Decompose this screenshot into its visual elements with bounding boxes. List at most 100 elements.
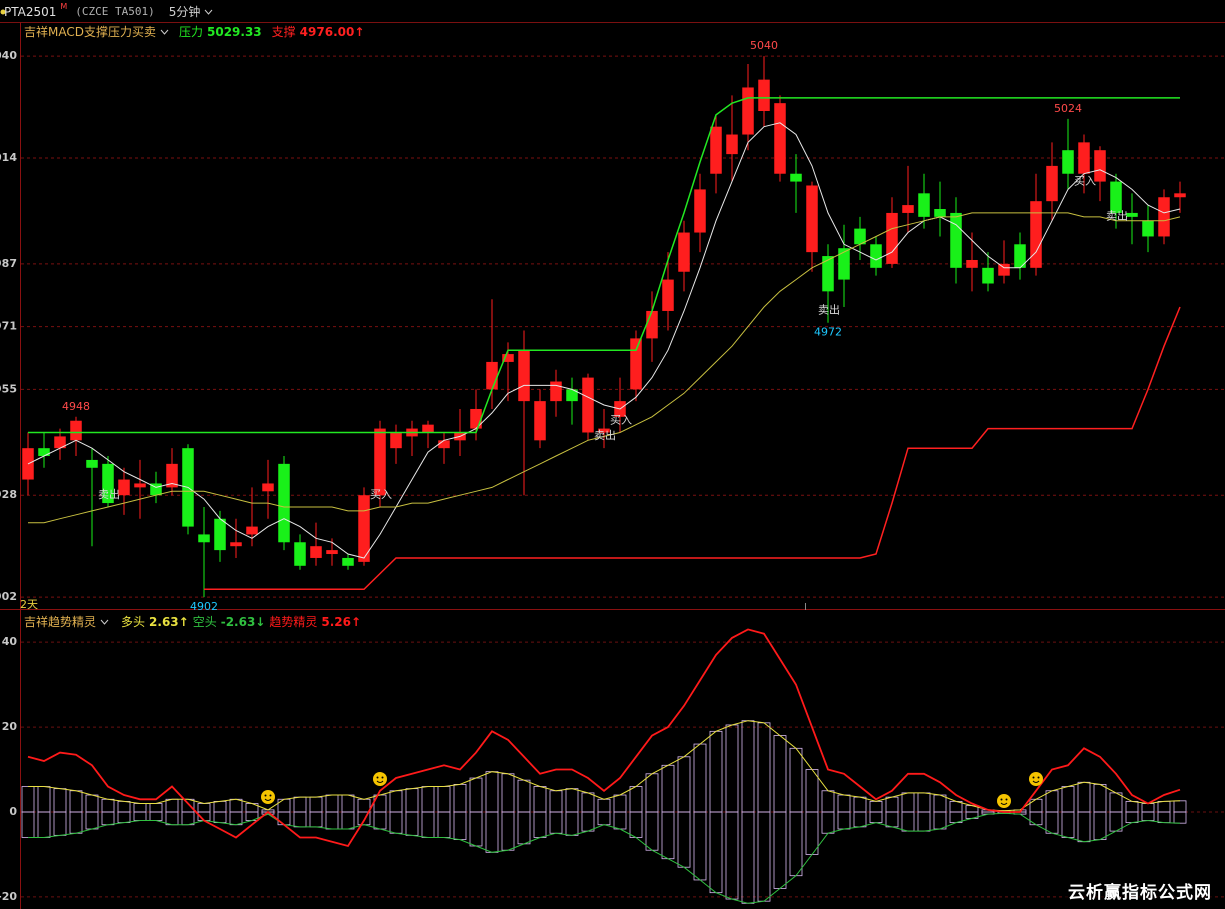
span-label: 2天 xyxy=(20,598,38,611)
candle-body xyxy=(294,542,306,566)
smiley xyxy=(1029,772,1043,786)
candle-body xyxy=(950,212,962,268)
dropdown-icon[interactable] xyxy=(100,619,109,625)
candle-body xyxy=(758,79,770,111)
signal-label: 卖出 xyxy=(818,303,840,317)
candle-body xyxy=(934,209,946,217)
candle-body xyxy=(742,87,754,135)
indicator-title[interactable]: 吉祥趋势精灵 xyxy=(24,615,97,629)
high-label: 5024 xyxy=(1054,102,1082,115)
y-tick-label: 0 xyxy=(9,805,17,818)
legend-value: 4976.00↑ xyxy=(299,24,365,39)
candle-body xyxy=(710,126,722,174)
candle-body xyxy=(1126,212,1138,217)
main-legend: 吉祥MACD支撑压力买卖 压力 5029.33 支撑 4976.00↑ xyxy=(24,23,364,40)
y-tick-label: 5014 xyxy=(0,151,17,164)
candle-body xyxy=(278,463,290,543)
main-contract-flag: M xyxy=(60,2,68,11)
candle-body xyxy=(102,463,114,504)
symbol[interactable]: PTA2501 xyxy=(4,4,57,19)
legend-name: 多头 xyxy=(121,615,146,629)
marks: 5040 5014 4987 4971 4955 4928 4902 4948 5040 5024… xyxy=(0,39,1225,904)
y-tick-label: 4971 xyxy=(0,320,17,333)
indicator-title[interactable]: 吉祥MACD支撑压力买卖 xyxy=(24,25,156,39)
candle-body xyxy=(998,263,1010,276)
y-tick-label: -20 xyxy=(0,890,17,903)
y-tick-label: 4902 xyxy=(0,590,17,603)
candle-body xyxy=(1158,197,1170,237)
candle-body xyxy=(678,232,690,272)
legend-value: 5.26↑ xyxy=(321,614,362,629)
candle-body xyxy=(982,267,994,284)
candle-body xyxy=(134,483,146,488)
smiley xyxy=(997,794,1011,808)
legend-name: 压力 xyxy=(178,25,203,39)
high-label: 5040 xyxy=(750,39,778,52)
signal-label: 卖出 xyxy=(1106,209,1128,223)
candle-body xyxy=(70,420,82,441)
candle-body xyxy=(1030,201,1042,268)
dropdown-icon[interactable] xyxy=(160,29,169,35)
candle-body xyxy=(246,526,258,535)
candle-body xyxy=(1142,220,1154,237)
moving-average xyxy=(27,122,1181,559)
candle-body xyxy=(86,459,98,468)
legend-name: 空头 xyxy=(192,615,217,629)
legend-value: 2.63↑ xyxy=(149,614,189,629)
candle-body xyxy=(390,432,402,449)
trend-line xyxy=(27,628,1181,848)
candle-body xyxy=(582,377,594,433)
candle-body xyxy=(630,338,642,390)
candle-body xyxy=(502,354,514,362)
candle-body xyxy=(550,381,562,402)
y-tick-label: 5040 xyxy=(0,49,17,62)
y-tick-label: 4987 xyxy=(0,257,17,270)
candle-body xyxy=(198,534,210,543)
candle-body xyxy=(774,103,786,174)
dropdown-icon[interactable] xyxy=(204,9,213,15)
candle-body xyxy=(438,440,450,449)
candle-body xyxy=(902,205,914,213)
candle-body xyxy=(326,550,338,555)
period-selector[interactable]: 5分钟 xyxy=(168,5,201,19)
candle-body xyxy=(694,189,706,233)
candle-body xyxy=(486,361,498,390)
candle-body xyxy=(1110,181,1122,213)
sub-legend: 吉祥趋势精灵 多头 2.63↑ 空头 -2.63↓ 趋势精灵 5.26↑ xyxy=(24,613,361,630)
candle-body xyxy=(646,310,658,339)
legend-value: -2.63↓ xyxy=(220,614,266,629)
candle-body xyxy=(534,401,546,441)
candle-body xyxy=(422,424,434,433)
candle-body xyxy=(662,279,674,311)
bar-envelope xyxy=(28,812,1181,904)
candle-body xyxy=(886,212,898,264)
legend-value: 5029.33 xyxy=(207,24,262,39)
level-line xyxy=(28,97,1180,434)
signal-label: 买入 xyxy=(370,488,392,501)
signal-label: 买入 xyxy=(1074,174,1096,187)
candle-body xyxy=(342,557,354,566)
header: PTA2501 M (CZCE TA501) 5分钟 xyxy=(4,2,213,20)
legend-name: 支撑 xyxy=(271,25,296,39)
candle-body xyxy=(214,518,226,551)
legend-name: 趋势精灵 xyxy=(269,615,318,629)
candle-body xyxy=(54,436,66,449)
candle-body xyxy=(1046,165,1058,202)
candle-body xyxy=(918,193,930,217)
signal-label: 买入 xyxy=(610,413,632,426)
candle-body xyxy=(262,483,274,492)
smiley xyxy=(261,790,275,804)
candle-body xyxy=(118,479,130,496)
status-dot xyxy=(0,9,6,15)
candle-body xyxy=(838,248,850,280)
candle-body xyxy=(470,408,482,429)
candle-body xyxy=(38,448,50,457)
candle-body xyxy=(870,244,882,268)
candle-body xyxy=(726,134,738,155)
candle-body xyxy=(566,389,578,402)
exchange-code: (CZCE TA501) xyxy=(75,5,155,18)
y-tick-label: 40 xyxy=(2,635,18,648)
candle-body xyxy=(806,185,818,253)
smiley xyxy=(373,772,387,786)
